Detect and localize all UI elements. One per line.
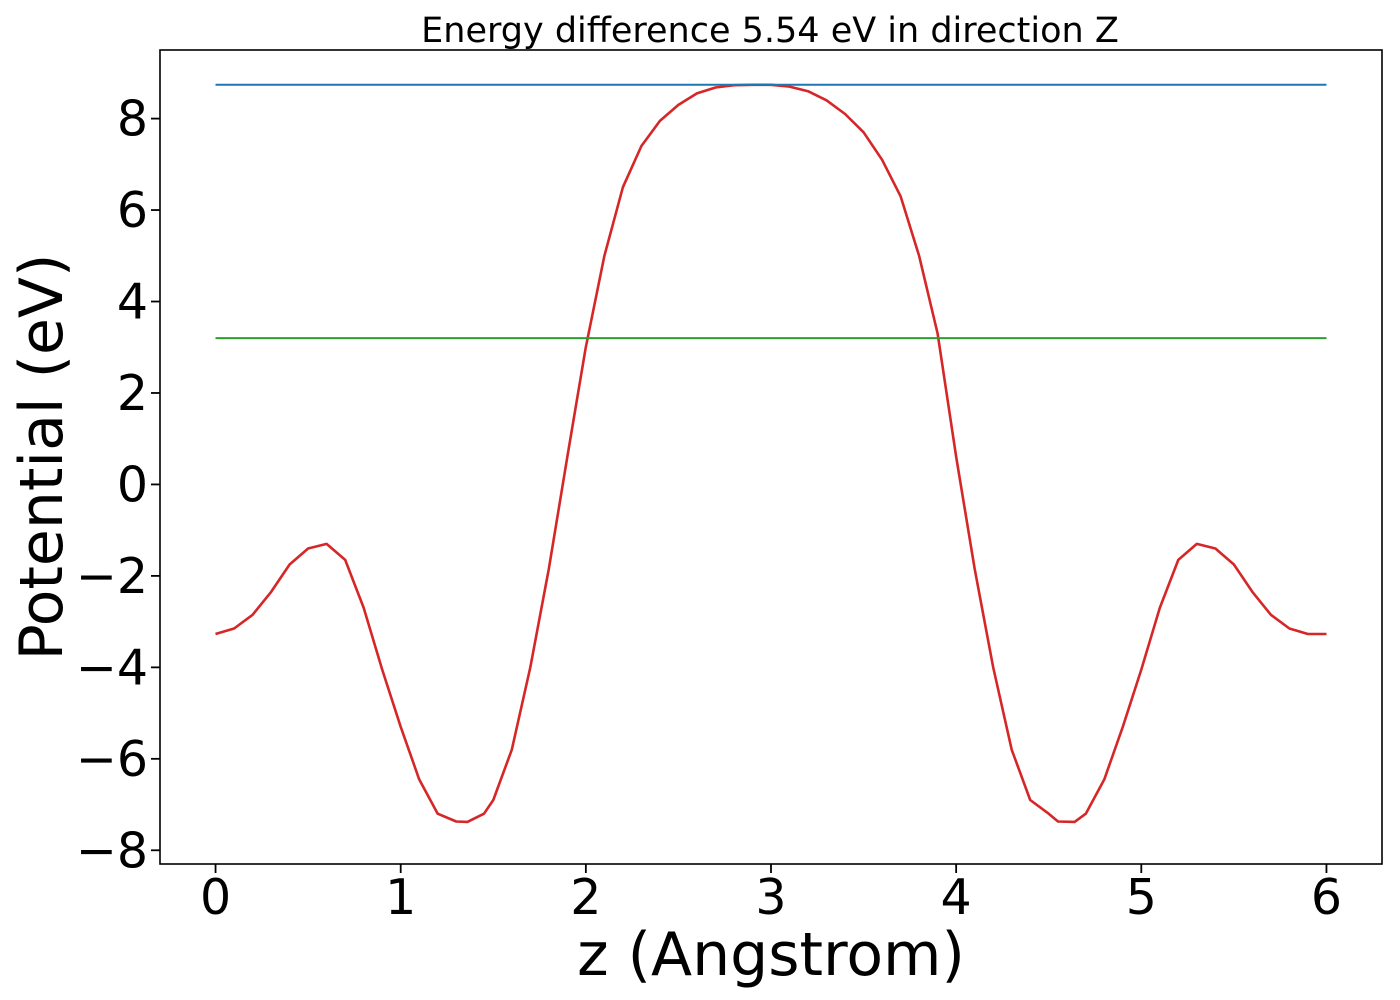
y-tick-label: 4	[117, 274, 148, 331]
y-tick-label: −8	[76, 822, 148, 879]
x-axis: 0 1 2 3 4 5 6	[200, 864, 1342, 926]
x-axis-label: z (Angstrom)	[577, 920, 965, 990]
plot-lines	[215, 83, 1327, 824]
x-tick-label: 2	[570, 869, 601, 926]
y-tick-label: −4	[76, 639, 148, 696]
y-tick-label: 6	[117, 182, 148, 239]
x-tick-label: 0	[200, 869, 231, 926]
y-tick-label: −6	[76, 731, 148, 788]
y-tick-label: −2	[76, 548, 148, 605]
plot-frame	[159, 49, 1383, 865]
y-tick-label: 2	[117, 365, 148, 422]
y-tick-label: 0	[117, 456, 148, 513]
x-tick-label: 3	[755, 869, 786, 926]
series-line-0	[215, 83, 1327, 824]
x-tick-label: 6	[1311, 869, 1342, 926]
x-tick-label: 4	[941, 869, 972, 926]
x-tick-label: 1	[385, 869, 416, 926]
chart-title: Energy difference 5.54 eV in direction Z	[421, 11, 1119, 51]
y-axis: −8 −6 −4 −2 0 2 4 6 8	[76, 91, 160, 879]
y-axis-label: Potential (eV)	[7, 254, 77, 661]
x-tick-label: 5	[1126, 869, 1157, 926]
y-tick-label: 8	[117, 91, 148, 148]
